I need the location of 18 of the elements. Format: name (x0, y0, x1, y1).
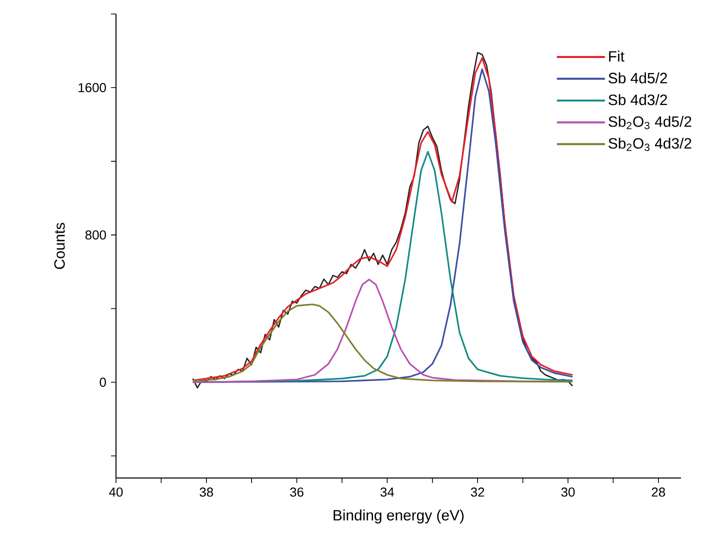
x-tick-label: 32 (470, 488, 484, 497)
line-series (192, 304, 574, 382)
x-tick-label: 40 (109, 488, 123, 497)
x-tick-label: 34 (380, 488, 394, 497)
x-tick-label: 28 (652, 488, 666, 497)
x-tick-label: 30 (561, 488, 575, 497)
legend-label: Sb 4d3/2 (608, 94, 667, 106)
legend-label: Sb$_{2}$O$_{3}$ 4d3/2 (608, 138, 692, 151)
x-axis-title: Binding energy (eV) (334, 510, 464, 524)
y-tick-label: 800 (85, 230, 106, 240)
y-tick-label: 1600 (78, 83, 106, 92)
legend-label: Fit (609, 50, 624, 62)
legend-label: Sb$_{2}$O$_{3}$ 4d5/2 (608, 116, 692, 130)
x-tick-label: 38 (200, 488, 214, 497)
y-axis-title: Counts (54, 222, 65, 269)
legend-label: Sb 4d5/2 (608, 72, 667, 84)
x-tick-label: 36 (290, 488, 304, 497)
y-tick-label: 0 (100, 378, 106, 387)
